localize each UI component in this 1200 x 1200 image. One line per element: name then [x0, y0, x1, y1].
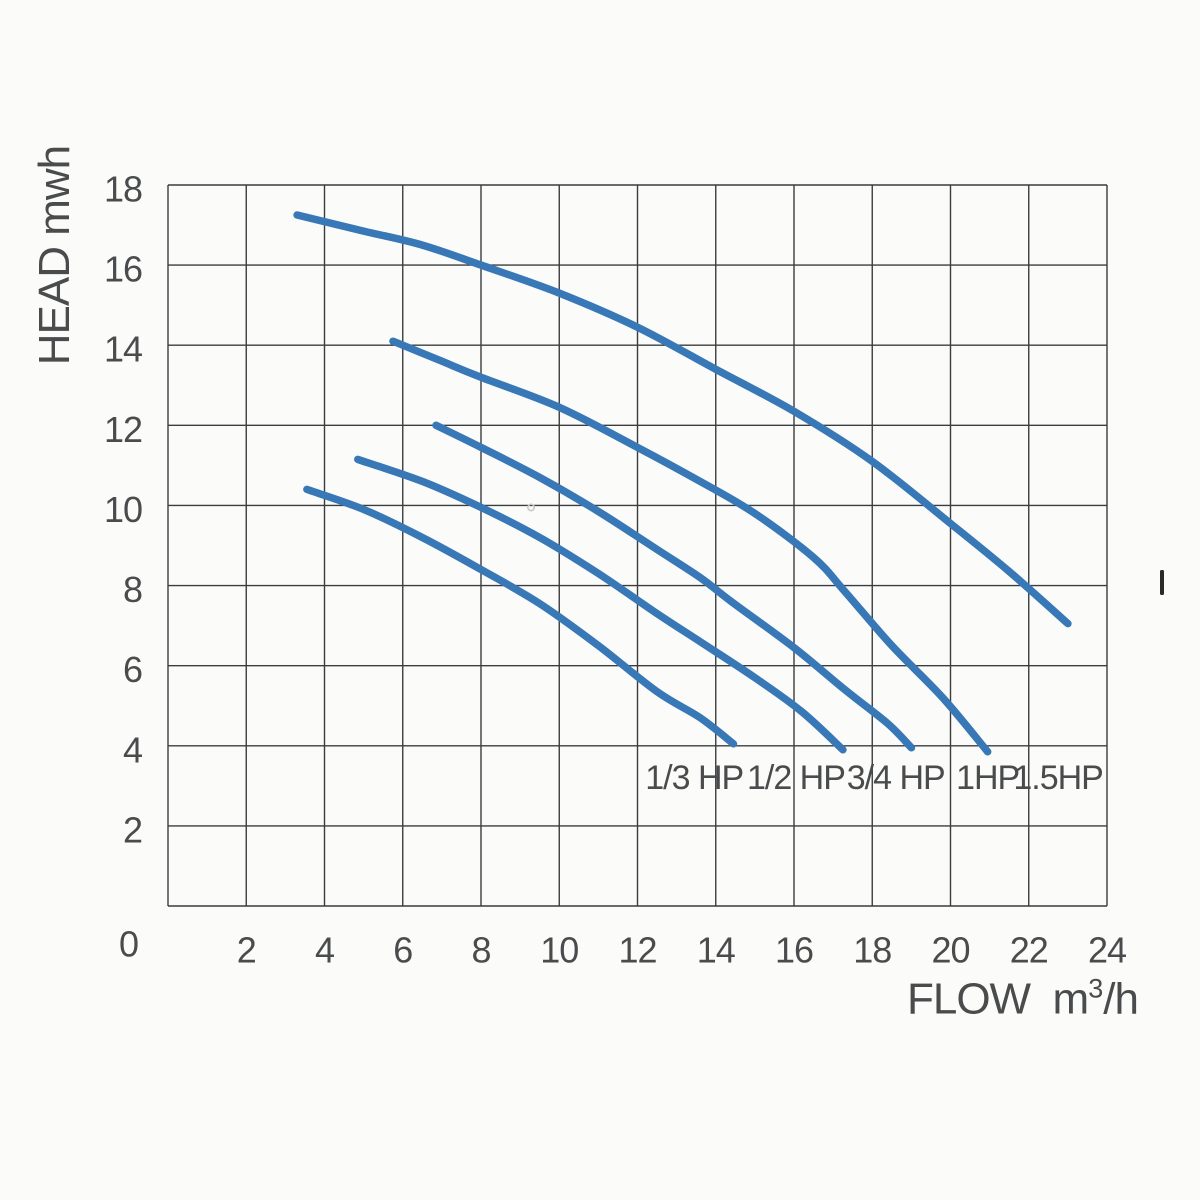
- x-tick-label: 4: [315, 930, 334, 971]
- y-tick-label: 12: [104, 409, 142, 450]
- curve-label-3-4-hp: 3/4 HP: [847, 759, 945, 797]
- x-tick-label: 22: [1010, 930, 1048, 971]
- x-tick-label: 18: [853, 930, 891, 971]
- x-tick-label: 2: [237, 930, 256, 971]
- y-axis-title-text: HEAD mwh: [30, 145, 79, 366]
- y-tick-label: 14: [104, 329, 142, 370]
- curve-label-1.5hp: 1.5HP: [1013, 759, 1103, 797]
- curve-label-1-3-hp: 1/3 HP: [645, 759, 743, 797]
- curve-label-1-2-hp: 1/2 HP: [747, 759, 845, 797]
- x-tick-label: 20: [931, 930, 969, 971]
- x-tick-label: 16: [775, 930, 813, 971]
- y-tick-label: 10: [104, 489, 142, 530]
- curve-3-4-hp: [432, 421, 916, 752]
- x-tick-label: 6: [393, 930, 412, 971]
- stray-mark-artifact: [1160, 570, 1164, 595]
- origin-tick-label: 0: [119, 924, 138, 965]
- x-tick-label: 8: [471, 930, 490, 971]
- x-axis-title-superscript: 3: [1088, 973, 1104, 1004]
- x-axis-title-prefix: FLOW m: [906, 974, 1089, 1024]
- x-tick-label: 12: [618, 930, 656, 971]
- x-tick-label: 14: [697, 930, 735, 971]
- x-tick-label: 24: [1088, 930, 1126, 971]
- y-axis-title: HEAD mwh: [0, 146, 130, 410]
- y-tick-label: 4: [123, 729, 142, 770]
- faint-dot-artifact: [527, 503, 536, 512]
- curve-1-3-hp: [303, 485, 738, 748]
- x-tick-label: 10: [540, 930, 578, 971]
- curve-label-1hp: 1HP: [956, 759, 1019, 797]
- x-axis-title: FLOW m3/h: [862, 924, 1139, 1075]
- curve-1hp: [389, 337, 992, 756]
- x-axis-title-suffix: /h: [1103, 974, 1139, 1024]
- y-tick-label: 16: [104, 249, 142, 290]
- curve-1-2-hp: [354, 455, 847, 754]
- y-tick-label: 18: [104, 169, 142, 210]
- y-tick-label: 2: [123, 809, 142, 850]
- y-tick-label: 8: [123, 569, 142, 610]
- y-tick-label: 6: [123, 649, 142, 690]
- curve-1.5hp: [293, 211, 1072, 628]
